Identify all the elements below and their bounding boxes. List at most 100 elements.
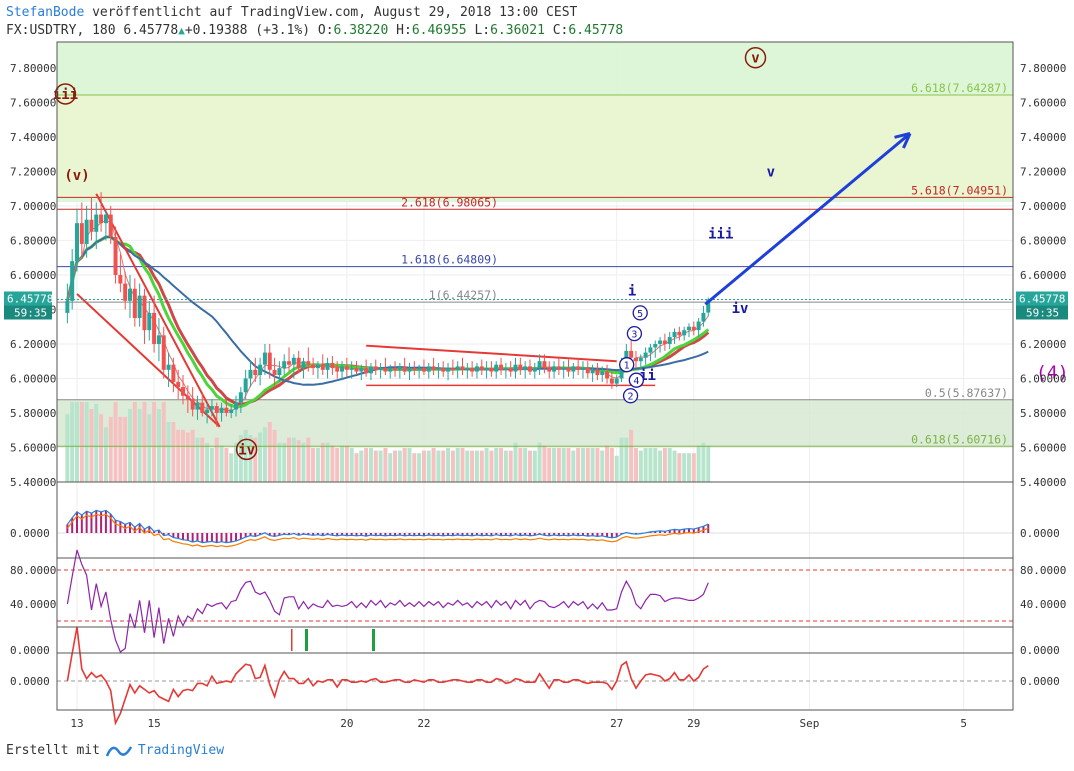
wave-point-label: 1: [624, 361, 630, 372]
rsi-tick-label: 40.0000: [1020, 598, 1066, 611]
chart-frame: [56, 41, 1014, 711]
price-tick-label: 7.20000: [10, 165, 56, 178]
volume-bar: [383, 448, 388, 482]
candle-body: [137, 295, 142, 319]
candle-body: [470, 368, 475, 372]
volume-bar: [171, 422, 176, 482]
candle-body: [243, 378, 248, 393]
candle-body: [364, 368, 369, 374]
high-label: H:: [396, 23, 412, 38]
time-tick-label: 15: [147, 717, 160, 730]
fib-level-label: 2.618(6.98065): [401, 195, 498, 209]
candle-body: [580, 368, 585, 370]
volume-bar: [590, 448, 595, 482]
volume-bar: [253, 437, 258, 482]
candle-body: [128, 288, 133, 301]
candle-body: [523, 366, 528, 370]
volume-bar: [542, 445, 547, 482]
volume-bar: [282, 442, 287, 482]
candle-body: [566, 368, 571, 372]
volume-bar: [229, 453, 234, 482]
volume-bar: [205, 442, 210, 482]
volume-bar: [600, 450, 605, 482]
time-tick-label: 27: [610, 717, 623, 730]
wave-label: iv: [732, 301, 749, 317]
volume-bar: [446, 448, 451, 482]
volume-bar: [523, 448, 528, 482]
candle-body: [79, 223, 84, 244]
candle-body: [65, 300, 70, 313]
volume-bar: [696, 445, 701, 482]
price-tick-label: 5.60000: [1020, 441, 1066, 454]
candle-body: [70, 261, 75, 301]
volume-bar: [123, 416, 128, 482]
volume-bar: [561, 448, 566, 482]
price-tick-label: 6.60000: [10, 269, 56, 282]
volume-bar: [296, 440, 301, 482]
author-name[interactable]: StefanBode: [6, 5, 85, 20]
candle-body: [595, 369, 600, 376]
candle-body: [532, 368, 537, 372]
candle-body: [99, 214, 104, 224]
volume-bar: [132, 402, 137, 482]
volume-bar: [532, 450, 537, 482]
published-text: veröffentlicht auf TradingView.com, Augu…: [92, 5, 578, 20]
symbol-label: FX:USDTRY, 180: [6, 23, 116, 38]
wave-circle: [744, 46, 767, 69]
volume-bar: [547, 448, 552, 482]
time-tick-label: 13: [70, 717, 83, 730]
tradingview-link[interactable]: TradingView: [137, 743, 225, 758]
volume-bar: [214, 437, 219, 482]
price-tick-label: 7.00000: [10, 200, 56, 213]
volume-bar: [513, 442, 518, 482]
candle-body: [489, 368, 494, 372]
candle-body: [258, 364, 263, 376]
volume-bar: [450, 450, 455, 482]
candle-body: [142, 295, 147, 331]
volume-bar: [195, 437, 200, 482]
wave-point-label: 4: [633, 376, 639, 387]
volume-bar: [624, 437, 629, 482]
chart-header: StefanBode veröffentlicht auf TradingVie…: [6, 4, 623, 40]
candle-body: [354, 368, 359, 372]
candle-body: [609, 378, 614, 384]
candle-body: [576, 366, 581, 370]
volume-bar: [147, 414, 152, 482]
price-tick-label: 6.00000: [10, 372, 56, 385]
volume-bar: [287, 437, 292, 482]
candle-body: [272, 369, 277, 376]
candle-body: [234, 402, 239, 410]
target-zone-yellow: [57, 94, 1013, 198]
created-with-label: Erstellt mit: [6, 743, 100, 758]
candle-body: [219, 407, 224, 413]
wave-label: v: [767, 165, 775, 181]
volume-bar: [499, 448, 504, 482]
candle-body: [383, 368, 388, 372]
open-label: O:: [317, 23, 334, 38]
candle-body: [325, 362, 330, 370]
countdown-tag: [4, 305, 52, 320]
volume-bar: [209, 448, 214, 482]
volume-bar: [682, 453, 687, 482]
volume-bar: [340, 445, 345, 482]
volume-bar: [94, 403, 99, 482]
candle-body: [181, 387, 186, 396]
wave-point-circle: [622, 388, 639, 404]
price-tag: [1016, 291, 1068, 306]
candle-body: [556, 366, 561, 370]
volume-bar: [267, 422, 272, 482]
change-value: +0.19388 (+3.1%): [184, 23, 311, 38]
candle-body: [614, 378, 619, 384]
close-label: C:: [552, 23, 569, 38]
volume-bar: [354, 453, 359, 482]
fib-level-label: 0.618(5.60716): [911, 432, 1008, 446]
wave-point-circle: [619, 357, 635, 373]
candle-body: [682, 330, 687, 336]
volume-bar: [417, 453, 422, 482]
candle-body: [653, 343, 658, 348]
price-tick-label: 7.20000: [1020, 165, 1066, 178]
candle-body: [677, 331, 682, 336]
volume-bar: [89, 409, 94, 482]
candle-body: [84, 219, 89, 244]
